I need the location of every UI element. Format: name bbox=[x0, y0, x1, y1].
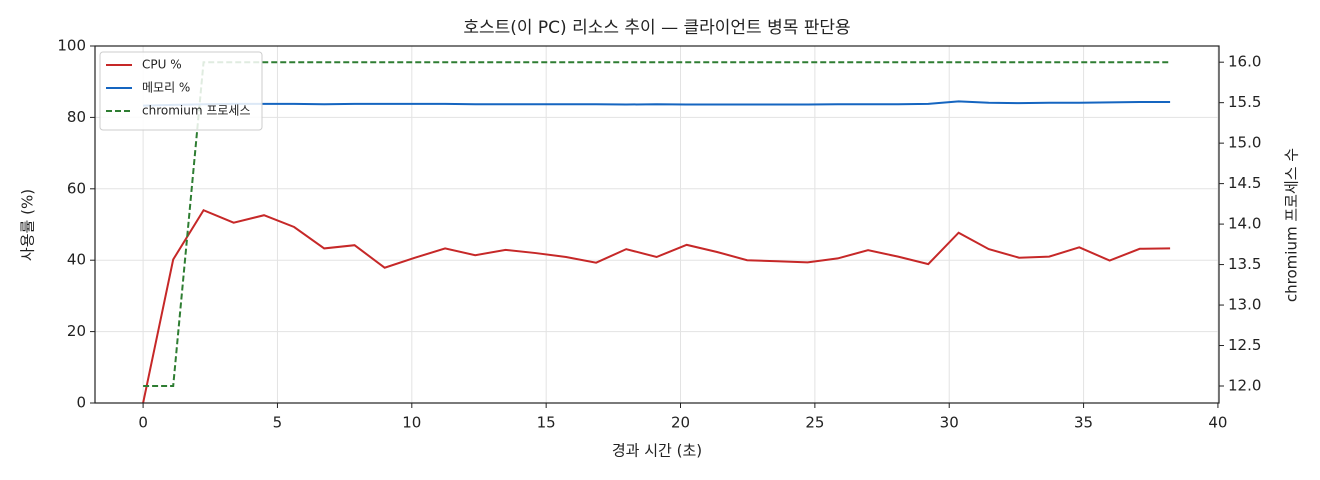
plot-frame bbox=[94, 45, 1220, 404]
legend-box bbox=[99, 51, 263, 131]
legend-label: CPU % bbox=[142, 58, 182, 72]
x-tick-label: 10 bbox=[402, 414, 421, 432]
legend-label: 메모리 % bbox=[142, 81, 190, 95]
x-tick-label: 40 bbox=[1208, 414, 1227, 432]
chart-title: 호스트(이 PC) 리소스 추이 — 클라이언트 병목 판단용 bbox=[463, 18, 850, 38]
x-tick-label: 20 bbox=[671, 414, 690, 432]
x-tick-label: 0 bbox=[138, 414, 148, 432]
x-axis-label: 경과 시간 (초) bbox=[612, 442, 702, 460]
y2-tick-label: 12.0 bbox=[1228, 377, 1261, 395]
x-tick-label: 25 bbox=[805, 414, 824, 432]
y-tick-label: 100 bbox=[57, 37, 86, 55]
x-tick-label: 35 bbox=[1074, 414, 1093, 432]
x-tick-label: 5 bbox=[273, 414, 283, 432]
series-line bbox=[142, 208, 1171, 404]
legend-label: chromium 프로세스 bbox=[142, 104, 251, 118]
y-tick-label: 20 bbox=[67, 322, 86, 340]
y2-tick-label: 15.0 bbox=[1228, 134, 1261, 152]
y2-tick-label: 13.5 bbox=[1228, 255, 1261, 273]
y2-tick-label: 16.0 bbox=[1228, 53, 1261, 71]
series-line bbox=[143, 61, 1171, 387]
x-tick-label: 30 bbox=[940, 414, 959, 432]
series-line bbox=[143, 100, 1171, 107]
legend: CPU % 메모리 % chromium 프로세스 bbox=[99, 51, 263, 131]
y2-axis-label: chromium 프로세스 수 bbox=[1283, 148, 1301, 302]
y-tick-label: 40 bbox=[67, 251, 86, 269]
y2-tick-label: 13.0 bbox=[1228, 296, 1261, 314]
y-tick-label: 0 bbox=[76, 394, 86, 412]
y2-tick-label: 15.5 bbox=[1228, 93, 1261, 111]
y2-tick-label: 14.0 bbox=[1228, 215, 1261, 233]
y-tick-label: 80 bbox=[67, 108, 86, 126]
y-axis-label: 사용률 (%) bbox=[19, 189, 37, 261]
y2-tick-label: 14.5 bbox=[1228, 174, 1261, 192]
x-tick-label: 15 bbox=[537, 414, 556, 432]
y-tick-label: 60 bbox=[67, 179, 86, 197]
y2-tick-label: 12.5 bbox=[1228, 336, 1261, 354]
